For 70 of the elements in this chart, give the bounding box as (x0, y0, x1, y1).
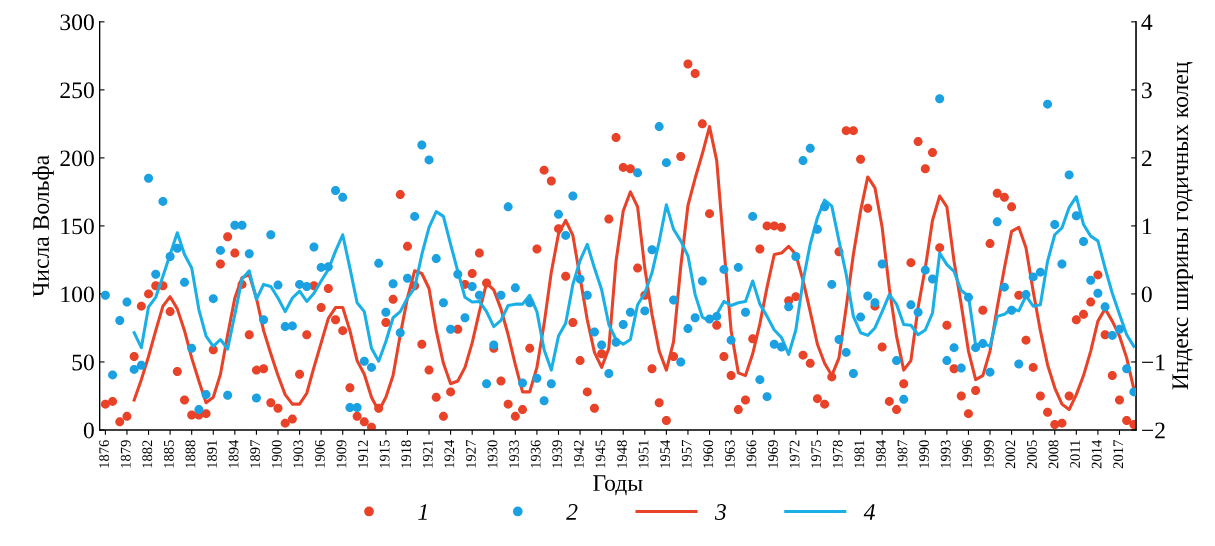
x-tick-label: 1939 (552, 440, 563, 468)
x-tick-label: 1999 (983, 440, 994, 468)
x-tick-label: 1924 (444, 439, 455, 468)
x-tick-label: 2002 (1005, 440, 1016, 469)
x-tick-label: 1888 (185, 440, 196, 468)
x-tick-label: 1972 (789, 440, 800, 468)
x-tick-label: 1882 (142, 440, 153, 468)
x-tick-label: 2005 (1026, 440, 1037, 469)
x-tick-label: 2011 (1070, 440, 1080, 468)
x-tick-label: 1909 (336, 440, 347, 468)
y2-tick-label: 0 (1141, 286, 1152, 303)
x-tick-label: 2014 (1091, 439, 1102, 469)
x-tick-label: 1927 (466, 440, 476, 468)
x-axis-title: Годы (593, 475, 643, 496)
x-tick-label: 1876 (99, 440, 110, 468)
legend-label: 3 (714, 504, 726, 520)
x-tick-label: 1933 (509, 440, 519, 468)
y2-tick-label: 4 (1141, 14, 1153, 31)
x-tick-label: 1936 (530, 440, 541, 468)
x-tick-label: 1897 (250, 440, 261, 468)
y2-tick-label: 2 (1141, 150, 1152, 167)
y-tick-label: 50 (72, 354, 94, 371)
y-tick-label: 150 (61, 218, 94, 235)
x-tick-label: 1996 (962, 440, 973, 468)
y-tick-label: 100 (61, 286, 94, 303)
legend-label: 1 (418, 504, 427, 520)
x-tick-label: 1903 (293, 440, 304, 468)
line-series (132, 195, 1136, 372)
y2-tick-label: −2 (1142, 422, 1165, 439)
x-tick-label: 1900 (271, 440, 282, 468)
x-tick-label: 1963 (724, 440, 735, 468)
x-tick-label: 1879 (120, 440, 131, 468)
x-tick-label: 1969 (768, 440, 778, 468)
x-tick-label: 2017 (1113, 440, 1124, 469)
x-tick-label: 1993 (940, 440, 951, 468)
y-tick-label: 0 (83, 422, 94, 439)
x-tick-label: 1948 (617, 440, 627, 468)
x-tick-label: 1918 (401, 440, 412, 468)
legend-label: 2 (566, 504, 578, 520)
x-tick-label: 1885 (163, 440, 174, 468)
x-tick-label: 1960 (703, 440, 714, 468)
x-tick-label: 1966 (746, 440, 757, 468)
x-tick-label: 1945 (595, 440, 606, 468)
y-tick-label: 250 (60, 82, 94, 99)
y2-tick-label: −1 (1142, 354, 1165, 371)
x-tick-label: 1942 (573, 440, 584, 468)
y2-tick-label: 3 (1142, 82, 1152, 99)
x-tick-label: 1951 (638, 440, 649, 468)
y-axis-title: Числа Вольфа (32, 155, 54, 297)
x-tick-label: 1990 (919, 440, 929, 468)
x-tick-label: 1984 (875, 439, 886, 468)
x-tick-label: 1930 (487, 440, 498, 468)
y-tick-label: 300 (60, 14, 94, 31)
x-tick-label: 1987 (897, 440, 908, 468)
x-tick-label: 1915 (379, 440, 390, 468)
x-tick-label: 1891 (207, 440, 217, 468)
y-tick-label: 200 (60, 150, 94, 167)
x-tick-label: 1954 (660, 439, 671, 468)
x-tick-label: 1912 (358, 440, 368, 468)
legend-label: 4 (863, 504, 875, 520)
x-tick-label: 2008 (1048, 440, 1059, 469)
x-tick-label: 1978 (832, 440, 843, 468)
x-tick-label: 1921 (422, 440, 433, 468)
x-tick-label: 1981 (854, 440, 865, 468)
y2-axis-title: Индекс ширины годичных колец (1172, 62, 1193, 390)
x-tick-label: 1957 (681, 440, 692, 468)
x-tick-label: 1975 (811, 440, 822, 468)
x-tick-label: 1894 (228, 439, 239, 468)
x-tick-label: 1906 (314, 440, 325, 468)
y2-tick-label: 1 (1142, 218, 1152, 235)
